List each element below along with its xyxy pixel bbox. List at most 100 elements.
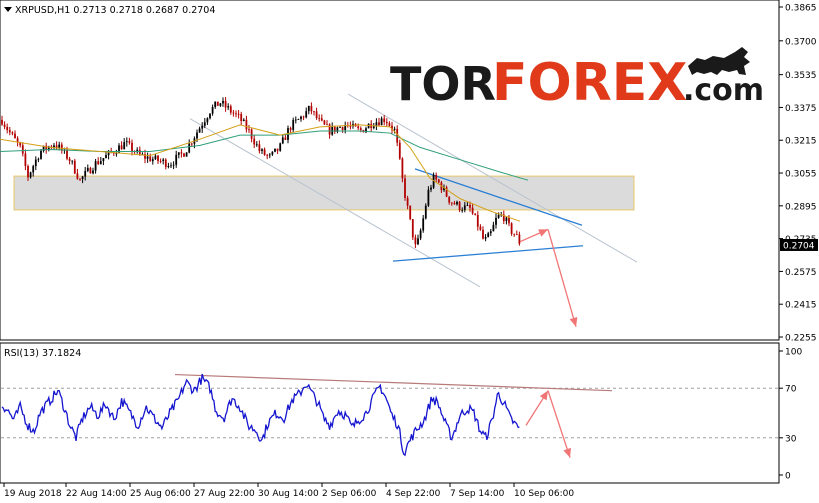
candle-body — [458, 201, 461, 211]
current-price-label: 0.2704 — [783, 241, 815, 251]
candle-body — [289, 128, 292, 130]
candle-body — [125, 141, 128, 143]
candle-body — [450, 202, 453, 204]
candle-body — [180, 152, 183, 154]
candle-body — [302, 116, 305, 118]
candle-body — [227, 106, 230, 108]
candle-body — [294, 119, 297, 121]
candle-body — [305, 111, 308, 118]
torforex-logo: TOR FOREX .com — [390, 47, 764, 113]
candle-body — [47, 146, 50, 150]
candle-body — [310, 105, 313, 112]
candle-body — [502, 214, 505, 222]
candle-body — [396, 128, 399, 143]
rsi-pane-frame — [0, 342, 780, 484]
rsi-tick-label: 30 — [785, 434, 797, 444]
price-tick-label: 0.2575 — [785, 268, 817, 278]
candle-body — [86, 167, 89, 171]
candle-body — [255, 144, 258, 146]
candle-body — [466, 204, 469, 206]
candle-body — [209, 113, 211, 119]
candle-body — [203, 122, 206, 126]
candle-body — [404, 178, 406, 198]
candle-body — [159, 161, 162, 162]
rsi-tick-label: 100 — [785, 348, 802, 358]
candle-body — [508, 217, 510, 224]
candle-body — [138, 149, 141, 155]
candle-body — [128, 141, 131, 143]
candle-body — [94, 161, 97, 171]
candle-body — [102, 158, 105, 162]
candle-body — [66, 149, 68, 159]
candle-body — [505, 217, 508, 222]
candle-body — [1, 119, 3, 125]
candle-body — [107, 150, 110, 156]
price-tick-label: 0.3215 — [785, 137, 817, 147]
candle-body — [97, 161, 100, 165]
candle-body — [292, 120, 295, 130]
candle-body — [50, 146, 53, 148]
time-tick-label: 25 Aug 06:00 — [130, 489, 191, 499]
bull-icon — [688, 47, 750, 75]
candle-body — [42, 145, 45, 151]
candle-body — [34, 159, 37, 167]
candle-body — [183, 153, 185, 157]
candle-body — [510, 223, 513, 234]
candle-body — [281, 137, 284, 144]
candle-body — [401, 158, 404, 179]
candle-body — [341, 127, 344, 131]
candle-body — [99, 161, 102, 165]
candle-body — [372, 126, 375, 128]
candle-body — [123, 142, 126, 150]
candle-body — [157, 155, 159, 162]
candle-body — [276, 148, 279, 151]
candle-body — [8, 130, 11, 133]
candle-body — [188, 143, 191, 153]
candle-body — [349, 125, 352, 127]
candle-body — [279, 143, 282, 151]
price-tick-label: 0.3535 — [785, 71, 817, 81]
price-tick-label: 0.3865 — [785, 4, 817, 14]
time-tick-label: 19 Aug 2018 — [4, 489, 62, 499]
candle-body — [495, 217, 497, 225]
candle-body — [448, 196, 451, 203]
price-tick-label: 0.2255 — [785, 334, 817, 344]
candle-body — [120, 145, 123, 150]
candle-body — [6, 126, 9, 131]
candle-body — [146, 156, 149, 159]
candle-body — [518, 234, 521, 244]
candle-body — [263, 149, 266, 155]
candle-body — [432, 175, 435, 188]
rsi-trendline — [174, 373, 613, 392]
candle-body — [131, 142, 133, 152]
price-pane-frame — [0, 0, 780, 341]
candle-body — [245, 119, 248, 130]
candle-body — [482, 229, 484, 239]
rsi-arrow-down — [547, 390, 571, 458]
candle-body — [144, 154, 146, 159]
candle-body — [417, 238, 419, 245]
candle-body — [487, 233, 490, 238]
candle-body — [206, 118, 209, 123]
candle-body — [398, 142, 401, 159]
candle-body — [89, 167, 92, 174]
trendline-lower — [392, 245, 584, 262]
price-tick-label: 0.2895 — [785, 202, 817, 212]
candle-body — [315, 111, 318, 118]
candle-body — [484, 237, 487, 239]
candle-body — [219, 103, 222, 106]
candle-body — [250, 129, 253, 139]
price-tick-label: 0.3700 — [785, 37, 817, 47]
candle-body — [393, 128, 396, 130]
time-tick-label: 7 Sep 14:00 — [450, 489, 505, 499]
candle-body — [58, 144, 61, 148]
candle-body — [336, 127, 339, 132]
ma-slow-line — [0, 130, 529, 181]
resistance-zone — [13, 175, 635, 211]
forecast-arrow-down — [547, 229, 578, 327]
candle-body — [235, 113, 237, 115]
candle-body — [81, 176, 84, 179]
candle-body — [37, 158, 40, 160]
channel-upper-line — [347, 93, 638, 263]
